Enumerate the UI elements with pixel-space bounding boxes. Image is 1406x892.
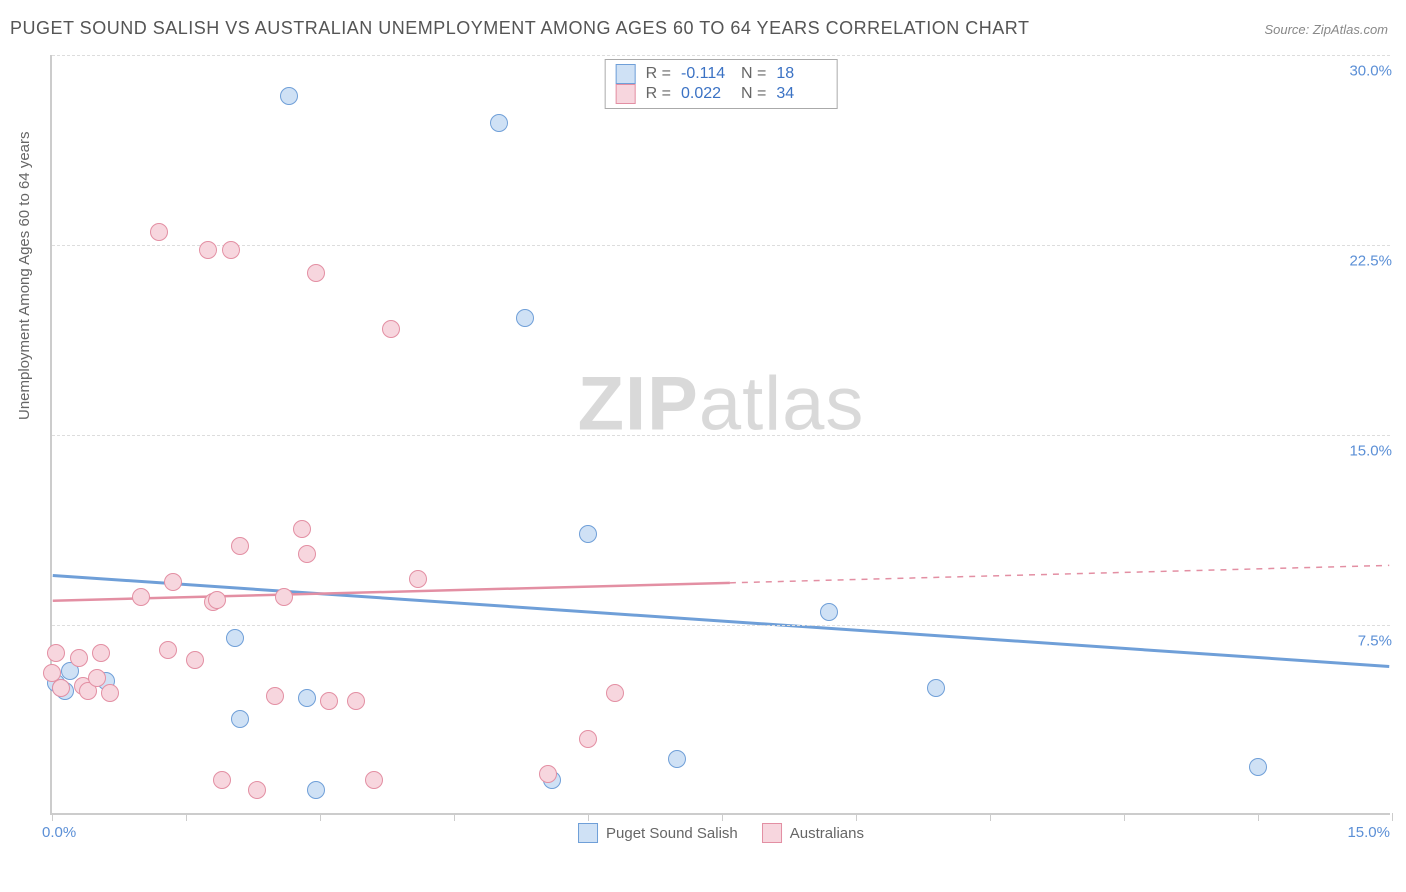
data-point (226, 629, 244, 647)
x-axis-max-label: 15.0% (1347, 824, 1390, 841)
data-point (320, 692, 338, 710)
data-point (248, 781, 266, 799)
r-label: R = (646, 85, 671, 103)
legend-swatch (616, 84, 636, 104)
data-point (579, 730, 597, 748)
watermark-bold: ZIP (578, 361, 699, 446)
n-label: N = (741, 85, 766, 103)
data-point (347, 692, 365, 710)
regression-lines-layer (52, 55, 1390, 813)
x-tick (1392, 813, 1393, 821)
data-point (579, 525, 597, 543)
data-point (88, 669, 106, 687)
series-legend: Puget Sound Salish Australians (578, 823, 864, 843)
r-value: -0.114 (681, 65, 731, 83)
data-point (208, 591, 226, 609)
data-point (280, 87, 298, 105)
x-tick (454, 813, 455, 821)
x-tick (722, 813, 723, 821)
legend-item: Australians (762, 823, 864, 843)
x-tick (1124, 813, 1125, 821)
x-tick (856, 813, 857, 821)
grid-line (52, 625, 1390, 626)
data-point (159, 641, 177, 659)
grid-line (52, 55, 1390, 56)
data-point (365, 771, 383, 789)
data-point (47, 644, 65, 662)
y-tick-label: 15.0% (1349, 443, 1392, 460)
data-point (409, 570, 427, 588)
grid-line (52, 245, 1390, 246)
y-tick-label: 7.5% (1358, 633, 1392, 650)
data-point (668, 750, 686, 768)
grid-line (52, 435, 1390, 436)
legend-label: Puget Sound Salish (606, 825, 738, 842)
data-point (1249, 758, 1267, 776)
r-value: 0.022 (681, 85, 731, 103)
data-point (927, 679, 945, 697)
data-point (222, 241, 240, 259)
data-point (275, 588, 293, 606)
legend-swatch (578, 823, 598, 843)
r-label: R = (646, 65, 671, 83)
data-point (199, 241, 217, 259)
legend-item: Puget Sound Salish (578, 823, 738, 843)
regression-line (53, 575, 1389, 666)
regression-line (53, 583, 730, 601)
data-point (132, 588, 150, 606)
x-tick (990, 813, 991, 821)
correlation-row: R = 0.022 N = 34 (616, 84, 827, 104)
chart-title: PUGET SOUND SALISH VS AUSTRALIAN UNEMPLO… (10, 18, 1029, 39)
n-value: 34 (776, 85, 826, 103)
legend-swatch (616, 64, 636, 84)
data-point (231, 537, 249, 555)
data-point (307, 781, 325, 799)
data-point (101, 684, 119, 702)
source-attribution: Source: ZipAtlas.com (1264, 22, 1388, 37)
data-point (539, 765, 557, 783)
data-point (820, 603, 838, 621)
data-point (293, 520, 311, 538)
y-tick-label: 30.0% (1349, 63, 1392, 80)
data-point (307, 264, 325, 282)
data-point (52, 679, 70, 697)
x-tick (588, 813, 589, 821)
n-value: 18 (776, 65, 826, 83)
data-point (70, 649, 88, 667)
data-point (606, 684, 624, 702)
data-point (266, 687, 284, 705)
data-point (298, 545, 316, 563)
plot-area: ZIPatlas R =-0.114N =18R =0.022N =34 Pug… (50, 55, 1390, 815)
x-tick (1258, 813, 1259, 821)
data-point (490, 114, 508, 132)
data-point (516, 309, 534, 327)
data-point (298, 689, 316, 707)
n-label: N = (741, 65, 766, 83)
x-tick (52, 813, 53, 821)
data-point (150, 223, 168, 241)
x-tick (320, 813, 321, 821)
x-axis-min-label: 0.0% (42, 824, 76, 841)
y-axis-title: Unemployment Among Ages 60 to 64 years (16, 131, 33, 420)
data-point (382, 320, 400, 338)
data-point (164, 573, 182, 591)
data-point (231, 710, 249, 728)
watermark-light: atlas (699, 361, 865, 446)
correlation-legend: R = -0.114 N = 18 R = 0.022 N = 34 (605, 59, 838, 109)
y-tick-label: 22.5% (1349, 253, 1392, 270)
data-point (186, 651, 204, 669)
data-point (213, 771, 231, 789)
legend-swatch (762, 823, 782, 843)
x-tick (186, 813, 187, 821)
data-point (92, 644, 110, 662)
correlation-row: R = -0.114 N = 18 (616, 64, 827, 84)
regression-line-dashed (730, 565, 1389, 582)
legend-label: Australians (790, 825, 864, 842)
